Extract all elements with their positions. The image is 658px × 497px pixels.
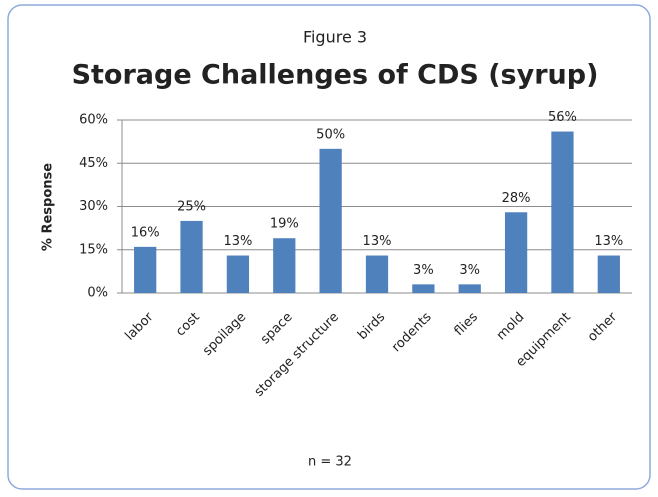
bar [365, 255, 389, 293]
value-label: 19% [270, 217, 299, 232]
y-tick-label: 0% [87, 286, 108, 301]
bar [412, 284, 435, 293]
bar [180, 220, 203, 293]
annotation: n = 32 [308, 455, 352, 470]
value-label: 13% [223, 234, 252, 249]
bar [226, 255, 250, 293]
chart-subtitle: Figure 3 [303, 28, 367, 47]
bar [458, 284, 481, 293]
bar [134, 246, 157, 293]
chart-title: Storage Challenges of CDS (syrup) [72, 60, 599, 91]
y-tick-label: 30% [79, 199, 108, 214]
value-label: 25% [177, 199, 206, 214]
value-label: 13% [594, 234, 623, 249]
value-label: 56% [548, 110, 577, 125]
bar [504, 212, 528, 293]
value-label: 50% [316, 127, 345, 142]
bar [597, 255, 620, 293]
bar [319, 148, 342, 293]
y-axis-label: % Response [41, 163, 56, 251]
bar [551, 131, 574, 293]
y-tick-label: 15% [79, 242, 108, 257]
y-tick-label: 60% [79, 113, 108, 128]
value-label: 3% [413, 263, 434, 278]
y-tick-label: 45% [79, 156, 108, 171]
value-label: 16% [131, 225, 160, 240]
value-label: 3% [459, 263, 480, 278]
value-label: 13% [363, 234, 392, 249]
bar [273, 238, 296, 293]
value-label: 28% [502, 191, 531, 206]
